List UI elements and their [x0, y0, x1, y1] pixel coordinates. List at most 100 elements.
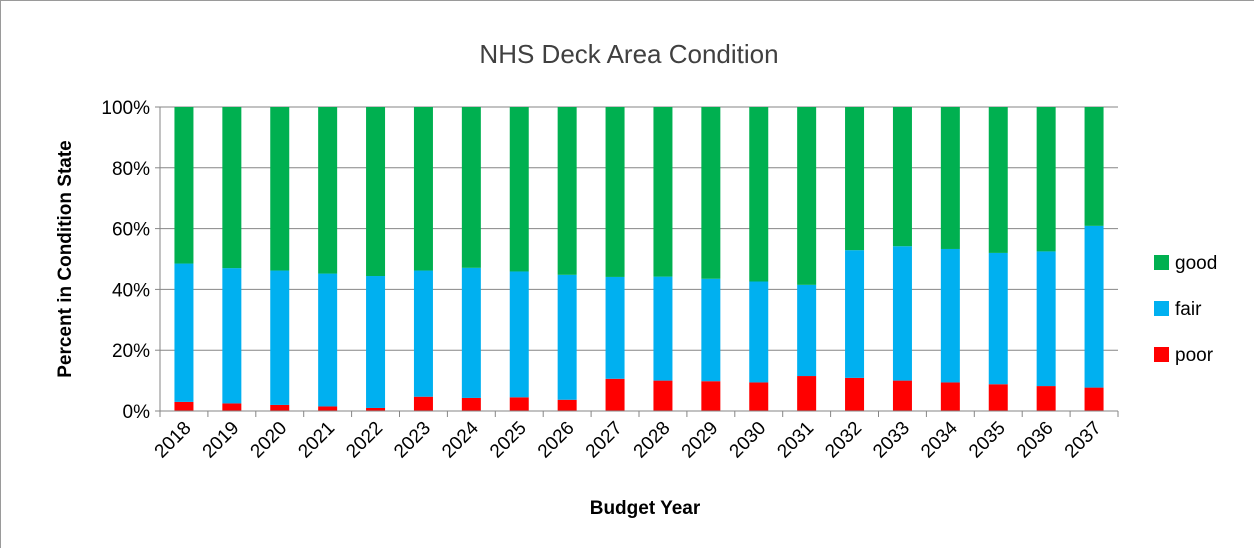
- bar-poor: [653, 380, 673, 411]
- bar-good: [461, 107, 481, 268]
- x-tick-label: 2026: [534, 418, 579, 463]
- bar-poor: [222, 403, 242, 411]
- bar-fair: [318, 273, 338, 407]
- x-tick-label: 2028: [630, 418, 675, 463]
- y-tick-label: 20%: [112, 341, 150, 362]
- legend-swatch-poor: [1154, 347, 1169, 362]
- y-tick-labels: 0% 20% 40% 60% 80% 100%: [101, 98, 150, 423]
- axes: [155, 106, 1119, 417]
- x-tick-labels: 2018 2019 2020 2021 2022 2023 2024 2025 2026 2027…: [151, 417, 1106, 462]
- bar-fair: [940, 248, 960, 383]
- bar-good: [1036, 107, 1056, 252]
- bar-poor: [366, 407, 386, 411]
- bar-good: [749, 107, 769, 282]
- bar-fair: [509, 271, 529, 398]
- bar-poor: [413, 396, 433, 411]
- bar-poor: [557, 399, 577, 411]
- bar-good: [892, 107, 912, 247]
- bar-poor: [1084, 387, 1104, 411]
- legend: good fair poor: [1154, 253, 1217, 366]
- y-tick-label: 80%: [112, 159, 150, 180]
- x-tick-label: 2022: [342, 418, 387, 463]
- x-tick-label: 2027: [582, 418, 627, 463]
- bar-fair: [653, 276, 673, 381]
- bar-fair: [270, 270, 290, 405]
- bar-fair: [174, 263, 194, 402]
- bar-good: [940, 107, 960, 249]
- x-tick-label: 2024: [438, 417, 483, 462]
- bar-poor: [988, 384, 1008, 411]
- bar-poor: [892, 380, 912, 411]
- legend-swatch-fair: [1154, 301, 1169, 316]
- bar-good: [1084, 107, 1104, 226]
- bar-fair: [1084, 225, 1104, 388]
- x-tick-label: 2029: [678, 418, 723, 463]
- bar-fair: [605, 276, 625, 379]
- x-tick-label: 2019: [199, 418, 244, 463]
- grid-lines: [160, 106, 1118, 351]
- bar-good: [557, 107, 577, 275]
- bar-poor: [1036, 386, 1056, 411]
- y-axis-title: Percent in Condition State: [55, 140, 76, 378]
- bar-fair: [988, 252, 1008, 385]
- bar-poor: [940, 382, 960, 411]
- x-tick-label: 2023: [390, 418, 435, 463]
- y-tick-label: 0%: [123, 402, 151, 423]
- bar-fair: [797, 284, 817, 377]
- x-tick-label: 2018: [151, 418, 196, 463]
- legend-label-good: good: [1175, 253, 1217, 274]
- bar-good: [174, 107, 194, 264]
- bar-good: [318, 107, 338, 274]
- bar-good: [270, 107, 290, 271]
- legend-label-fair: fair: [1175, 299, 1202, 320]
- bar-poor: [845, 377, 865, 411]
- x-tick-label: 2031: [773, 418, 818, 463]
- bar-fair: [892, 246, 912, 381]
- bar-poor: [701, 381, 721, 411]
- bars: [174, 107, 1104, 411]
- bar-good: [701, 107, 721, 279]
- x-tick-label: 2025: [486, 418, 531, 463]
- y-tick-label: 40%: [112, 280, 150, 301]
- bar-good: [366, 107, 386, 277]
- bar-fair: [557, 274, 577, 400]
- bar-fair: [222, 268, 242, 404]
- bar-good: [413, 107, 433, 271]
- bar-poor: [749, 382, 769, 411]
- x-tick-label: 2033: [869, 418, 914, 463]
- x-tick-label: 2030: [726, 418, 771, 463]
- bar-good: [845, 107, 865, 251]
- bar-poor: [461, 397, 481, 411]
- bar-fair: [413, 270, 433, 397]
- bar-good: [605, 107, 625, 277]
- bar-fair: [366, 276, 386, 408]
- bar-good: [797, 107, 817, 285]
- chart-title: NHS Deck Area Condition: [479, 39, 778, 69]
- bar-fair: [1036, 251, 1056, 387]
- bar-good: [653, 107, 673, 277]
- y-tick-label: 60%: [112, 220, 150, 241]
- bar-fair: [461, 267, 481, 398]
- bar-poor: [797, 376, 817, 411]
- bar-fair: [749, 281, 769, 383]
- x-axis-title: Budget Year: [590, 498, 701, 519]
- bar-poor: [174, 401, 194, 411]
- bar-poor: [509, 397, 529, 411]
- x-tick-label: 2034: [917, 417, 962, 462]
- bar-poor: [605, 378, 625, 411]
- x-tick-label: 2020: [247, 418, 292, 463]
- bar-fair: [701, 278, 721, 382]
- bar-good: [988, 107, 1008, 253]
- x-tick-label: 2032: [821, 418, 866, 463]
- bar-good: [509, 107, 529, 272]
- bar-fair: [845, 250, 865, 378]
- x-tick-label: 2035: [965, 418, 1010, 463]
- bar-poor: [318, 406, 338, 411]
- legend-swatch-good: [1154, 255, 1169, 270]
- x-tick-label: 2021: [294, 418, 339, 463]
- x-tick-label: 2037: [1061, 418, 1106, 463]
- bar-good: [222, 107, 242, 269]
- legend-label-poor: poor: [1175, 345, 1214, 366]
